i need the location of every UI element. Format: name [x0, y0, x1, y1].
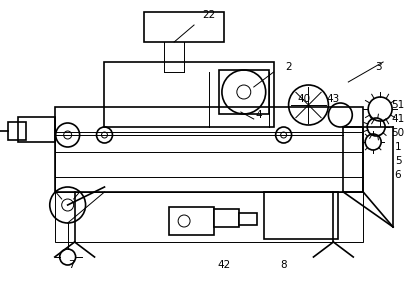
- Bar: [55, 107, 362, 192]
- Bar: [238, 213, 256, 225]
- Bar: [263, 192, 337, 239]
- Text: 41: 41: [390, 114, 404, 124]
- Text: 4: 4: [255, 110, 261, 120]
- Text: 6: 6: [394, 170, 401, 180]
- Text: 51: 51: [390, 100, 404, 110]
- Bar: [8, 122, 26, 140]
- Text: 5: 5: [394, 156, 401, 166]
- Bar: [218, 70, 268, 114]
- Bar: [213, 209, 238, 227]
- Bar: [55, 192, 362, 242]
- Bar: [343, 127, 362, 192]
- Text: 40: 40: [296, 94, 309, 104]
- Bar: [104, 62, 273, 127]
- Text: 43: 43: [326, 94, 339, 104]
- Bar: [169, 207, 213, 235]
- Text: 1: 1: [394, 142, 401, 152]
- Bar: [18, 117, 55, 142]
- Text: 42: 42: [217, 260, 230, 270]
- Bar: [144, 12, 223, 42]
- Text: 50: 50: [390, 128, 404, 138]
- Text: 22: 22: [202, 10, 215, 20]
- Text: 2: 2: [285, 62, 291, 72]
- Text: 7: 7: [68, 260, 75, 270]
- Text: 3: 3: [374, 62, 381, 72]
- Text: 8: 8: [279, 260, 286, 270]
